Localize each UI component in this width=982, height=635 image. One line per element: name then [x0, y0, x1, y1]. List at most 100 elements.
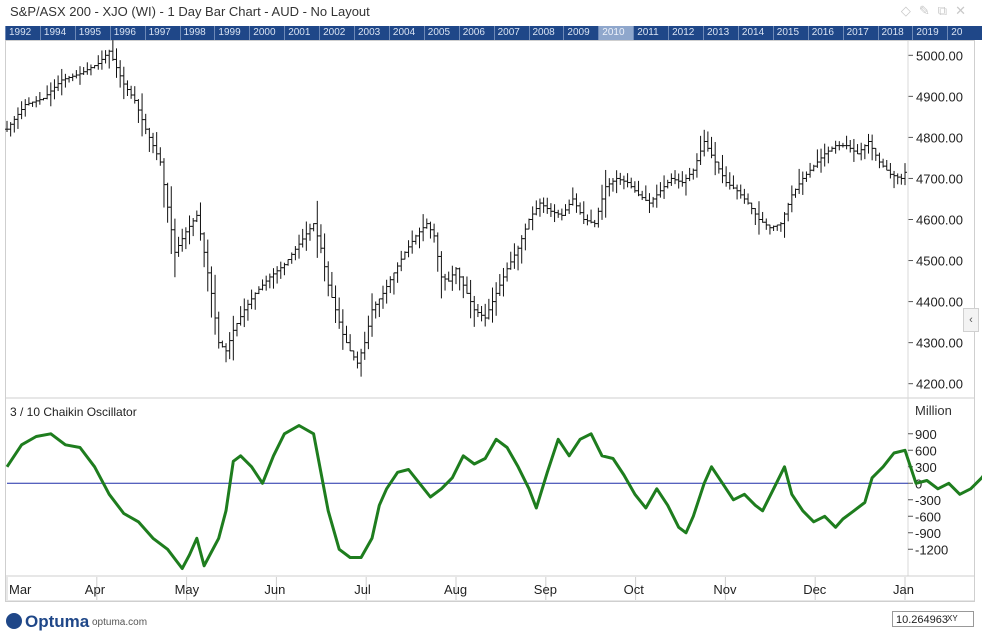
price-bar: [48, 82, 53, 107]
coordinate-mode-label[interactable]: XY: [947, 614, 958, 623]
restore-icon[interactable]: ⧉: [937, 3, 956, 18]
price-bar: [85, 62, 90, 75]
year-navigator-bar[interactable]: 1992 1994 1995 1996 1997 1998 1999 2000 2001 2002…: [5, 26, 982, 40]
year-cell-2004[interactable]: 2004: [388, 26, 424, 40]
window-title: S&P/ASX 200 - XJO (WI) - 1 Day Bar Chart…: [10, 4, 370, 19]
price-bar: [870, 134, 875, 161]
chevron-left-icon[interactable]: ‹: [963, 308, 979, 332]
year-cell-2018[interactable]: 2018: [877, 26, 913, 40]
price-bar: [815, 149, 820, 168]
pin-icon[interactable]: ✎: [918, 3, 938, 18]
price-bar: [687, 167, 692, 182]
price-bar: [866, 133, 871, 154]
oscillator-tick-label: 900: [915, 427, 937, 442]
year-cell-2013[interactable]: 2013: [703, 26, 738, 40]
price-bar: [421, 214, 426, 242]
oscillator-tick-label: -900: [915, 526, 941, 541]
year-cell-2008[interactable]: 2008: [528, 26, 564, 40]
price-bar: [227, 332, 232, 360]
year-cell-2019[interactable]: 2019: [912, 26, 947, 40]
brand-url: optuma.com: [92, 617, 148, 628]
price-bar: [552, 204, 557, 223]
price-bar: [556, 209, 561, 218]
price-bar: [432, 223, 437, 243]
price-bar: [286, 259, 291, 266]
price-bar: [132, 86, 137, 104]
price-bar: [716, 161, 721, 174]
price-bar: [888, 162, 893, 179]
year-cell-1995[interactable]: 1995: [74, 26, 110, 40]
price-bar: [771, 225, 776, 232]
year-cell-1997[interactable]: 1997: [144, 26, 180, 40]
price-bar: [140, 93, 145, 137]
price-bar: [34, 96, 39, 108]
price-bar: [63, 73, 68, 88]
price-bar: [683, 174, 688, 196]
oscillator-line: [5, 424, 982, 570]
price-bar: [534, 200, 539, 216]
close-icon[interactable]: ✕: [955, 3, 974, 18]
price-bar: [384, 279, 389, 304]
year-cell-2017[interactable]: 2017: [842, 26, 878, 40]
price-bar: [651, 196, 656, 208]
price-bar: [497, 274, 502, 296]
year-cell-2009[interactable]: 2009: [563, 26, 598, 40]
year-cell-2011[interactable]: 2011: [633, 26, 668, 40]
price-bar: [797, 168, 802, 194]
price-bar: [30, 101, 35, 107]
price-bar: [574, 193, 579, 213]
diamond-icon[interactable]: ◇: [900, 3, 919, 18]
brand-name: Optuma: [25, 612, 90, 631]
price-bar: [271, 268, 276, 289]
year-cell-2005[interactable]: 2005: [423, 26, 459, 40]
price-bar: [848, 140, 853, 153]
price-bar: [333, 285, 338, 323]
price-bar: [121, 66, 126, 100]
year-cell-2001[interactable]: 2001: [284, 26, 319, 40]
price-bar: [570, 187, 575, 206]
price-bar: [662, 175, 667, 199]
logo-mark-icon: [6, 613, 22, 629]
month-label: Jan: [893, 582, 914, 597]
price-bar: [819, 148, 824, 173]
year-cell-1998[interactable]: 1998: [179, 26, 215, 40]
price-bar: [37, 92, 42, 105]
price-bar: [293, 246, 298, 261]
year-cell-2007[interactable]: 2007: [493, 26, 529, 40]
price-bar: [753, 208, 758, 226]
price-bar: [625, 173, 630, 188]
price-bar: [169, 186, 174, 255]
price-bar: [428, 221, 433, 239]
price-axis: 5000.00 4900.00 4800.00 4700.00 4600.00 4500.…: [908, 48, 963, 392]
year-cell-1992[interactable]: 1992: [5, 26, 40, 40]
year-cell-2002[interactable]: 2002: [319, 26, 354, 40]
year-cell-1999[interactable]: 1999: [214, 26, 249, 40]
year-cell-2000[interactable]: 2000: [249, 26, 284, 40]
price-bar: [264, 275, 269, 291]
price-bar: [647, 193, 652, 214]
year-cell-2015[interactable]: 2015: [772, 26, 808, 40]
price-bar: [516, 245, 521, 271]
year-cell-1996[interactable]: 1996: [109, 26, 145, 40]
year-cell-2016[interactable]: 2016: [807, 26, 843, 40]
year-cell-20[interactable]: 20: [947, 26, 982, 40]
price-bar: [512, 243, 517, 269]
price-bar: [67, 75, 72, 83]
price-bar: [70, 73, 75, 82]
year-cell-2010[interactable]: 2010: [598, 26, 634, 40]
year-cell-2012[interactable]: 2012: [668, 26, 703, 40]
month-label: Apr: [85, 582, 106, 597]
price-bar: [658, 182, 663, 198]
year-cell-1994[interactable]: 1994: [39, 26, 75, 40]
price-bar: [191, 218, 196, 237]
year-cell-2014[interactable]: 2014: [737, 26, 773, 40]
coordinate-readout[interactable]: 10.264963: [892, 611, 974, 627]
year-cell-2006[interactable]: 2006: [458, 26, 494, 40]
price-bar: [851, 138, 856, 162]
price-bar: [585, 214, 590, 226]
month-axis: Mar Apr May Jun Jul Aug Sep Oct Nov Dec Jan: [6, 577, 914, 600]
price-bar: [315, 200, 320, 258]
year-cell-2003[interactable]: 2003: [354, 26, 389, 40]
price-bar: [676, 173, 681, 189]
